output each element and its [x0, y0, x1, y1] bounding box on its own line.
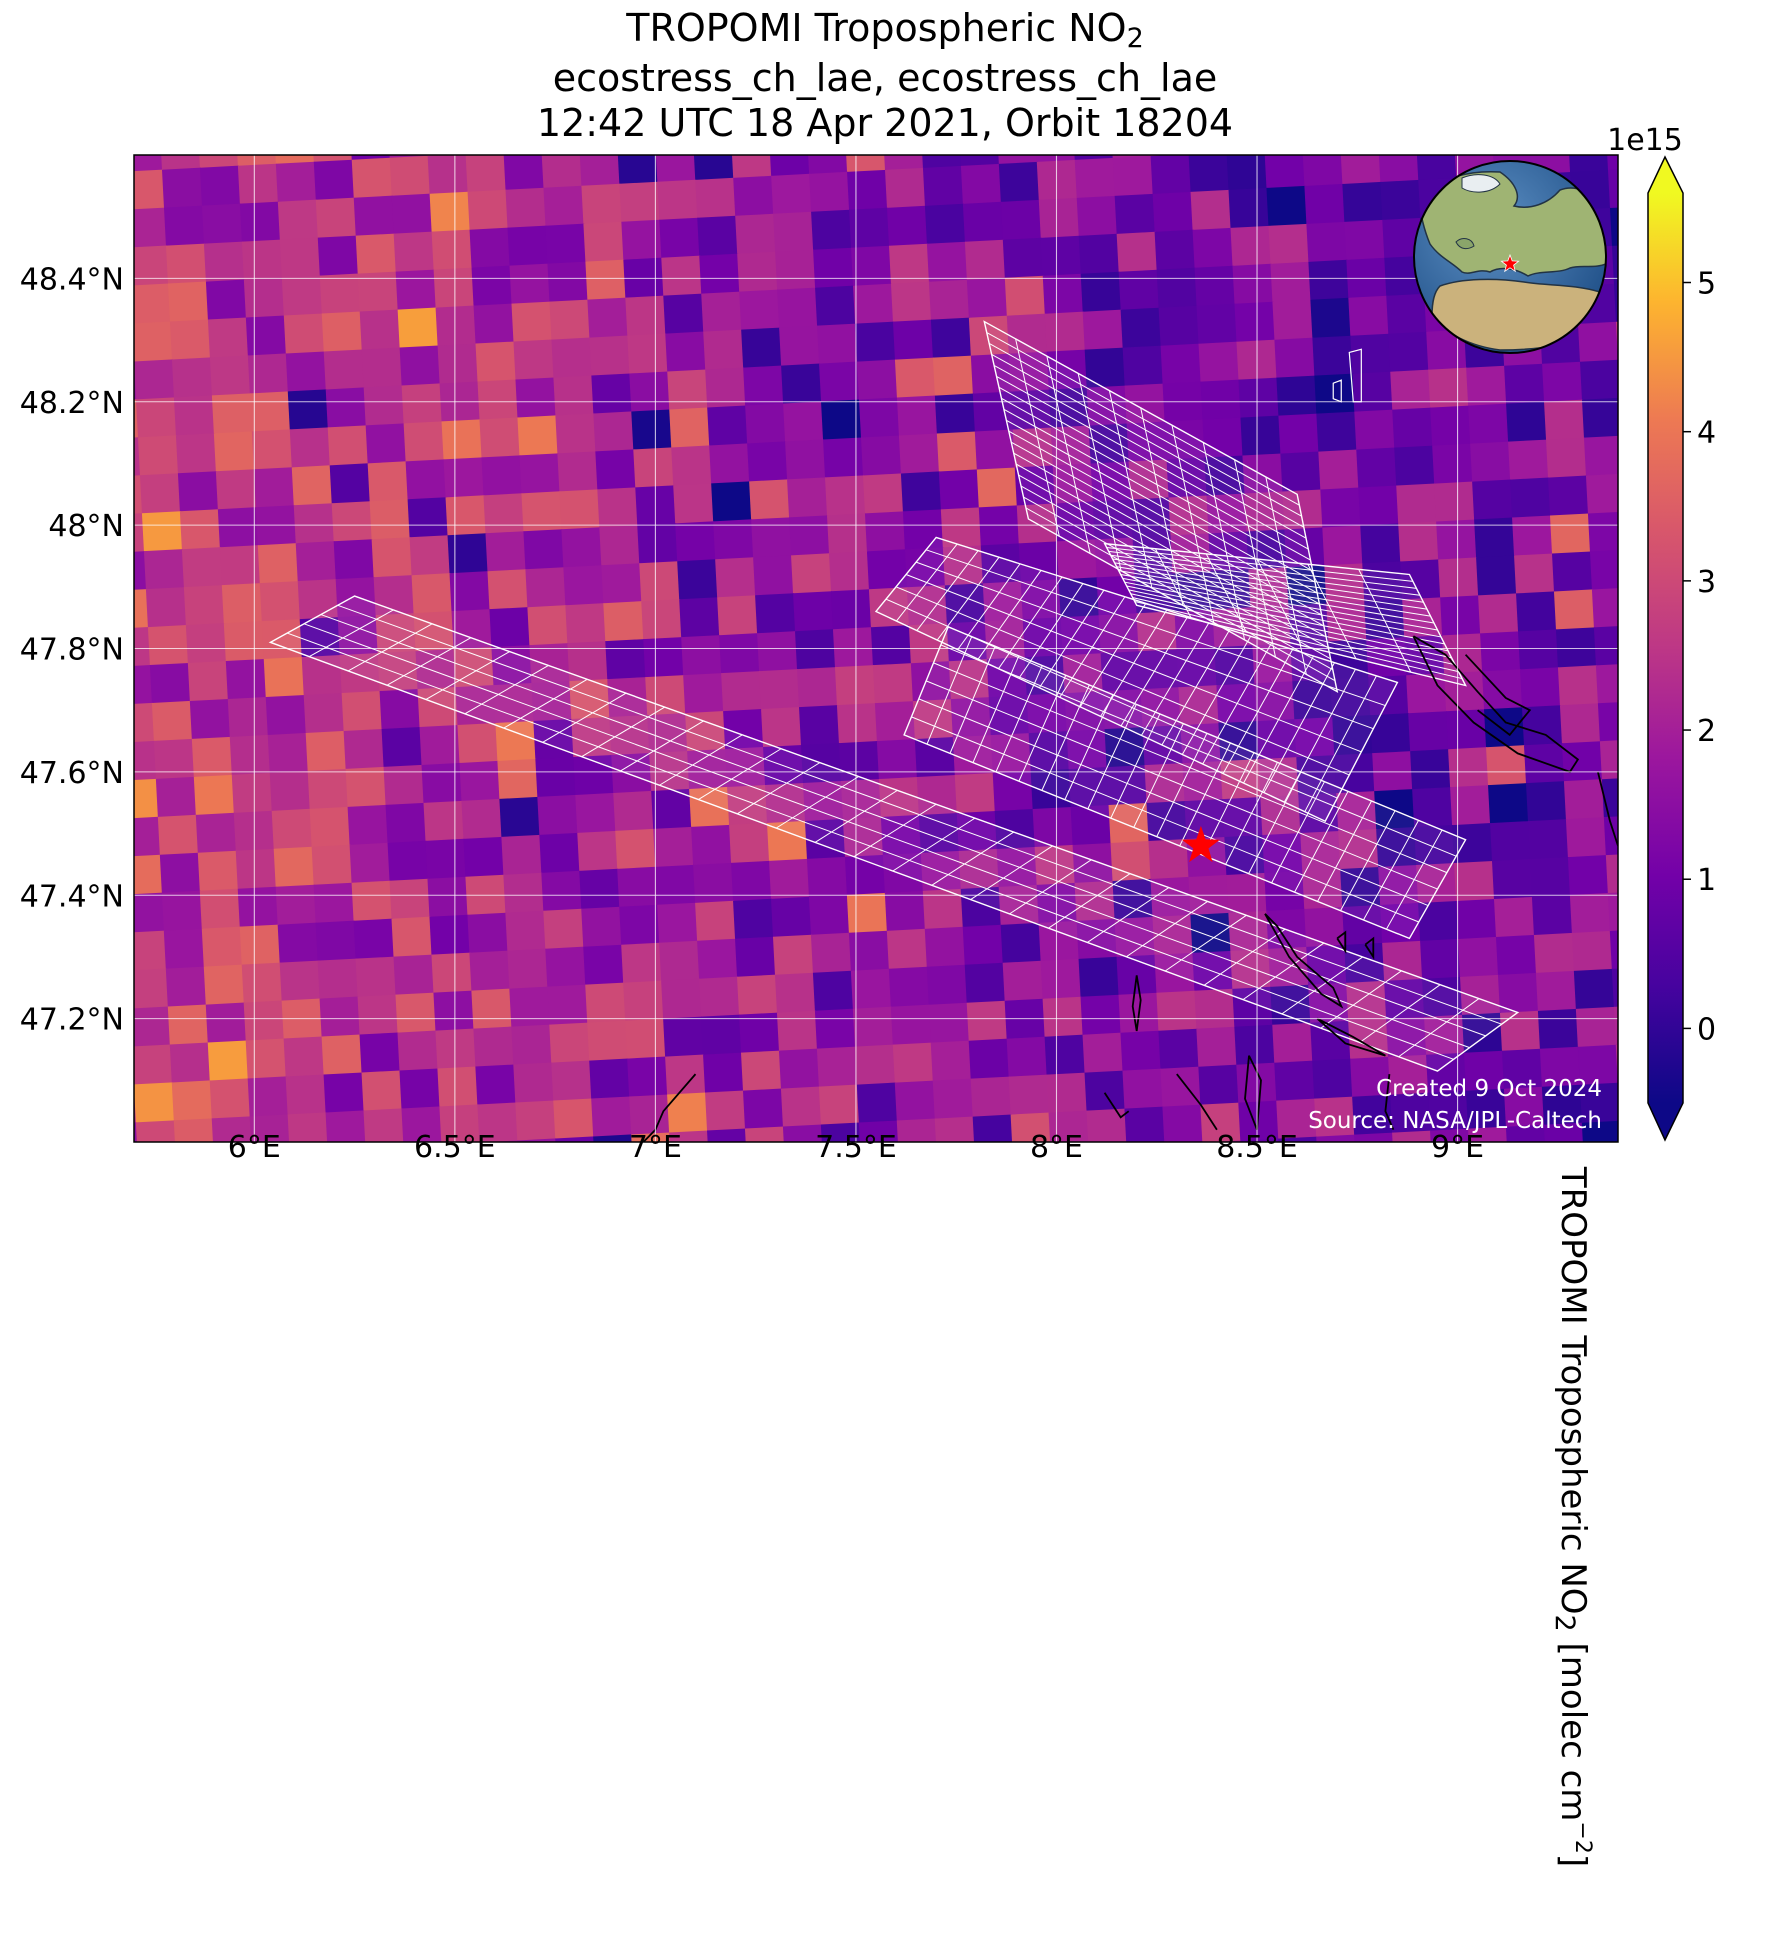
- colorbar-extend-min: [1648, 1103, 1683, 1140]
- lat-tick-label: 48.4°N: [20, 262, 124, 297]
- lake-coastlines: [642, 635, 1618, 1142]
- lat-tick-label: 47.4°N: [20, 879, 124, 914]
- lon-tick-label: 9°E: [1431, 1130, 1484, 1162]
- no2-pixel-grid: [134, 155, 1618, 1142]
- lat-tick-label: 48°N: [48, 509, 124, 544]
- longitude-ticks: 6°E 6.5°E 7°E 7.5°E 8°E 8.5°E 9°E: [228, 1130, 1484, 1162]
- lon-tick-label: 6.5°E: [414, 1130, 496, 1162]
- lon-tick-label: 6°E: [228, 1130, 281, 1162]
- target-location-star: [1181, 825, 1220, 863]
- map-title: TROPOMI Tropospheric NO2: [626, 6, 1144, 54]
- lat-tick-label: 47.6°N: [20, 756, 124, 791]
- map-frame: [133, 154, 1619, 1143]
- colorbar-tick-label: 2: [1697, 714, 1716, 749]
- ecostress-swath-outlines: [268, 320, 1520, 1072]
- lon-tick-label: 7°E: [629, 1130, 682, 1162]
- colorbar-tick-label: 1: [1697, 863, 1716, 898]
- lon-tick-label: 7.5°E: [815, 1130, 897, 1162]
- source-note: Source: NASA/JPL-Caltech: [1308, 1108, 1602, 1134]
- colorbar-offset-label: 1e15: [1607, 123, 1683, 158]
- lat-tick-label: 47.2°N: [20, 1003, 124, 1038]
- latitude-ticks: 47.2°N 47.4°N 47.6°N 47.8°N 48°N 48.2°N 48.4°N: [20, 262, 124, 1037]
- colorbar-tick-label: 0: [1697, 1012, 1716, 1047]
- globe-location-star: [1500, 253, 1520, 273]
- map-subtitle-time-orbit: 12:42 UTC 18 Apr 2021, Orbit 18204: [536, 101, 1234, 145]
- target-marker-layer: [1181, 825, 1220, 863]
- created-note: Created 9 Oct 2024: [1376, 1076, 1602, 1102]
- lon-tick-label: 8.5°E: [1216, 1130, 1298, 1162]
- colorbar-extend-max: [1648, 157, 1683, 193]
- lat-tick-label: 48.2°N: [20, 386, 124, 421]
- map-figure: Created 9 Oct 2024 Source: NASA/JPL-Calt…: [20, 123, 1716, 1162]
- colorbar: 0 1 2 3 4 5 1e15: [1607, 123, 1716, 1142]
- map-subtitle-collections: ecostress_ch_lae, ecostress_ch_lae: [552, 56, 1218, 100]
- lat-tick-label: 47.8°N: [20, 633, 124, 668]
- map-gridlines: [134, 155, 1618, 1142]
- colorbar-label: TROPOMI Tropospheric NO2 [molec cm−2]: [1549, 1166, 1595, 1868]
- lon-tick-label: 8°E: [1030, 1130, 1083, 1162]
- colorbar-ticks: 0 1 2 3 4 5: [1683, 267, 1716, 1047]
- colorbar-tick-label: 3: [1697, 565, 1716, 600]
- colorbar-tick-label: 4: [1697, 416, 1716, 451]
- colorbar-tick-label: 5: [1697, 267, 1716, 302]
- inset-globe: [1413, 160, 1607, 354]
